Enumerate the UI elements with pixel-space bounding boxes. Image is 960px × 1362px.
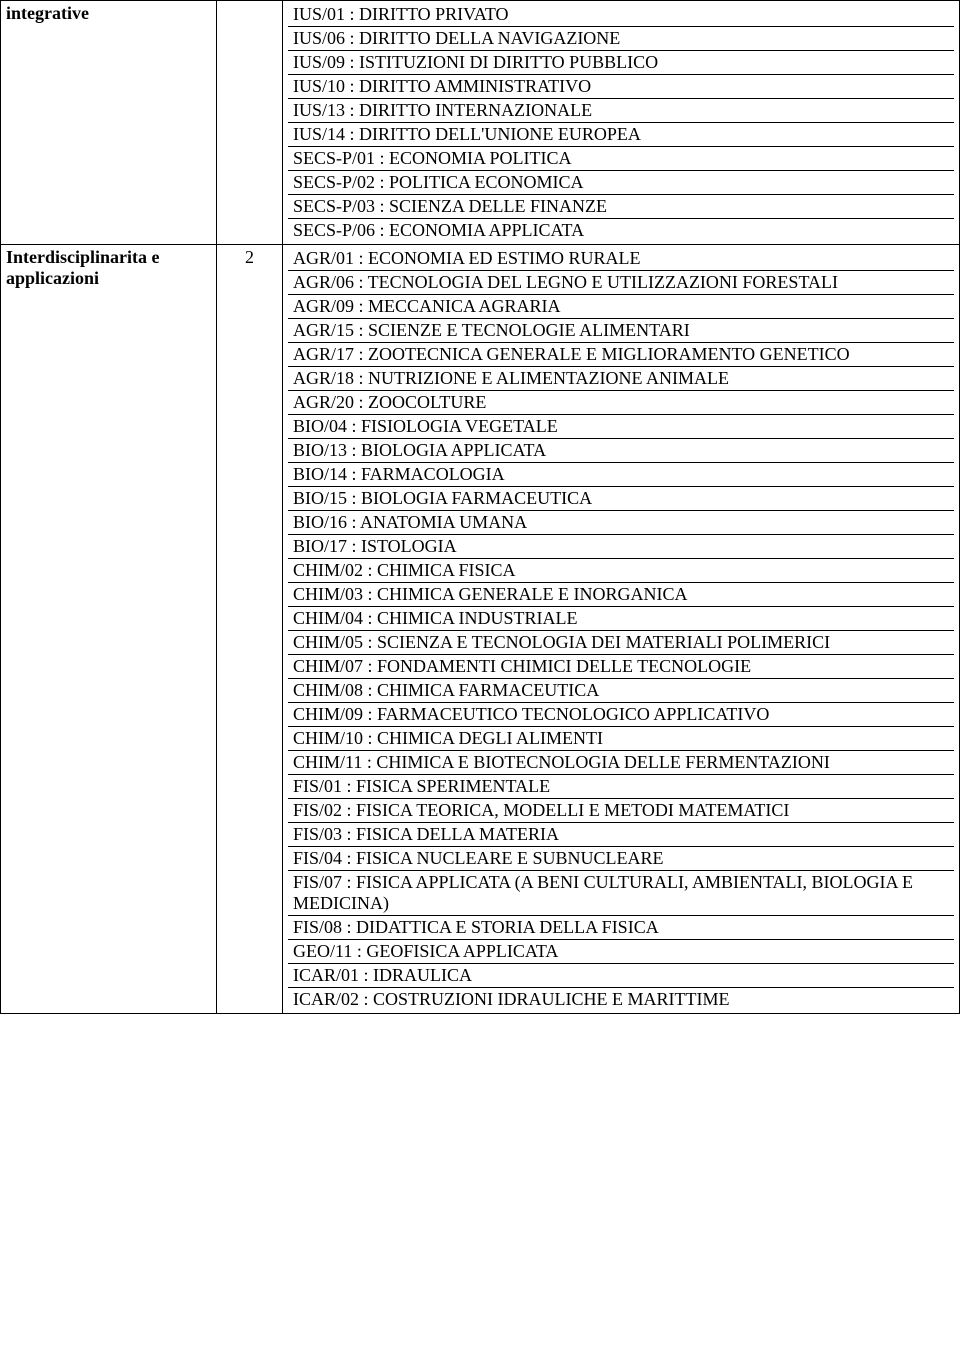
items-cell: IUS/01 : DIRITTO PRIVATOIUS/06 : DIRITTO… [283, 1, 960, 245]
item-cell: CHIM/10 : CHIMICA DEGLI ALIMENTI [288, 727, 954, 751]
item-cell: AGR/17 : ZOOTECNICA GENERALE E MIGLIORAM… [288, 343, 954, 367]
item-cell: BIO/17 : ISTOLOGIA [288, 535, 954, 559]
items-table: AGR/01 : ECONOMIA ED ESTIMO RURALEAGR/06… [288, 247, 954, 1011]
item-cell: IUS/13 : DIRITTO INTERNAZIONALE [288, 99, 954, 123]
table-row: Interdisciplinarita e applicazioni2AGR/0… [1, 245, 960, 1014]
item-cell: BIO/14 : FARMACOLOGIA [288, 463, 954, 487]
item-cell: AGR/15 : SCIENZE E TECNOLOGIE ALIMENTARI [288, 319, 954, 343]
item-cell: CHIM/11 : CHIMICA E BIOTECNOLOGIA DELLE … [288, 751, 954, 775]
item-cell: AGR/20 : ZOOCOLTURE [288, 391, 954, 415]
item-cell: IUS/09 : ISTITUZIONI DI DIRITTO PUBBLICO [288, 51, 954, 75]
category-number [217, 1, 283, 245]
item-cell: AGR/01 : ECONOMIA ED ESTIMO RURALE [288, 247, 954, 271]
item-cell: AGR/09 : MECCANICA AGRARIA [288, 295, 954, 319]
table-row: integrativeIUS/01 : DIRITTO PRIVATOIUS/0… [1, 1, 960, 245]
item-cell: CHIM/08 : CHIMICA FARMACEUTICA [288, 679, 954, 703]
item-cell: IUS/01 : DIRITTO PRIVATO [288, 3, 954, 27]
item-cell: ICAR/01 : IDRAULICA [288, 964, 954, 988]
item-cell: BIO/16 : ANATOMIA UMANA [288, 511, 954, 535]
course-table: integrativeIUS/01 : DIRITTO PRIVATOIUS/0… [0, 0, 960, 1014]
item-cell: BIO/13 : BIOLOGIA APPLICATA [288, 439, 954, 463]
item-cell: SECS-P/01 : ECONOMIA POLITICA [288, 147, 954, 171]
item-cell: AGR/18 : NUTRIZIONE E ALIMENTAZIONE ANIM… [288, 367, 954, 391]
item-cell: FIS/04 : FISICA NUCLEARE E SUBNUCLEARE [288, 847, 954, 871]
item-cell: CHIM/03 : CHIMICA GENERALE E INORGANICA [288, 583, 954, 607]
item-cell: ICAR/02 : COSTRUZIONI IDRAULICHE E MARIT… [288, 988, 954, 1012]
item-cell: IUS/06 : DIRITTO DELLA NAVIGAZIONE [288, 27, 954, 51]
item-cell: FIS/07 : FISICA APPLICATA (A BENI CULTUR… [288, 871, 954, 916]
category-label: Interdisciplinarita e applicazioni [1, 245, 217, 1014]
item-cell: IUS/14 : DIRITTO DELL'UNIONE EUROPEA [288, 123, 954, 147]
item-cell: FIS/03 : FISICA DELLA MATERIA [288, 823, 954, 847]
item-cell: CHIM/02 : CHIMICA FISICA [288, 559, 954, 583]
category-number: 2 [217, 245, 283, 1014]
item-cell: SECS-P/02 : POLITICA ECONOMICA [288, 171, 954, 195]
item-cell: BIO/15 : BIOLOGIA FARMACEUTICA [288, 487, 954, 511]
item-cell: SECS-P/06 : ECONOMIA APPLICATA [288, 219, 954, 243]
category-label: integrative [1, 1, 217, 245]
item-cell: CHIM/05 : SCIENZA E TECNOLOGIA DEI MATER… [288, 631, 954, 655]
item-cell: CHIM/04 : CHIMICA INDUSTRIALE [288, 607, 954, 631]
item-cell: CHIM/07 : FONDAMENTI CHIMICI DELLE TECNO… [288, 655, 954, 679]
item-cell: CHIM/09 : FARMACEUTICO TECNOLOGICO APPLI… [288, 703, 954, 727]
item-cell: FIS/02 : FISICA TEORICA, MODELLI E METOD… [288, 799, 954, 823]
items-cell: AGR/01 : ECONOMIA ED ESTIMO RURALEAGR/06… [283, 245, 960, 1014]
item-cell: IUS/10 : DIRITTO AMMINISTRATIVO [288, 75, 954, 99]
item-cell: BIO/04 : FISIOLOGIA VEGETALE [288, 415, 954, 439]
item-cell: GEO/11 : GEOFISICA APPLICATA [288, 940, 954, 964]
items-table: IUS/01 : DIRITTO PRIVATOIUS/06 : DIRITTO… [288, 3, 954, 242]
item-cell: AGR/06 : TECNOLOGIA DEL LEGNO E UTILIZZA… [288, 271, 954, 295]
item-cell: FIS/01 : FISICA SPERIMENTALE [288, 775, 954, 799]
item-cell: FIS/08 : DIDATTICA E STORIA DELLA FISICA [288, 916, 954, 940]
item-cell: SECS-P/03 : SCIENZA DELLE FINANZE [288, 195, 954, 219]
